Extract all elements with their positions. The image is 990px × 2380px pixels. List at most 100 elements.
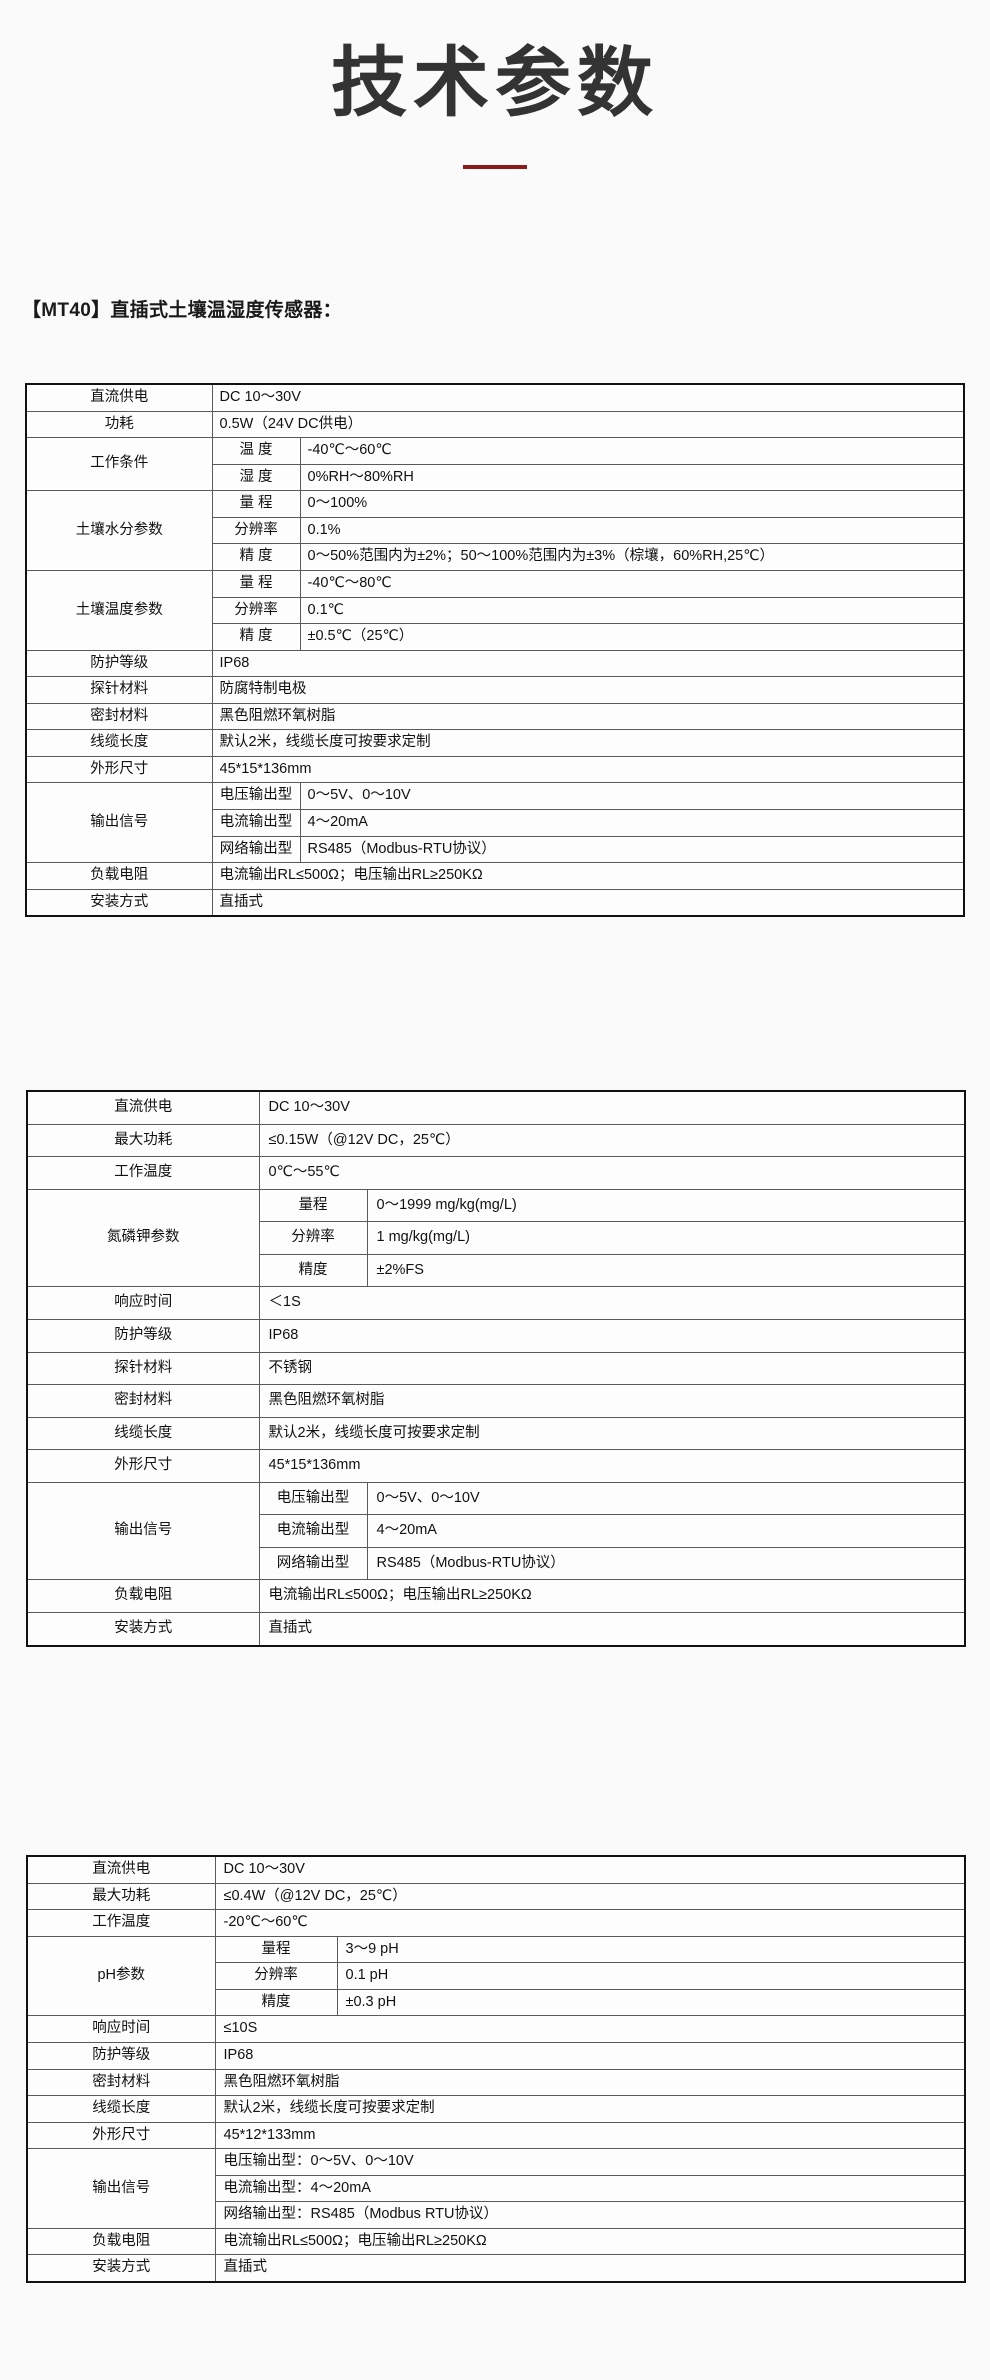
row-label: 探针材料 — [25, 676, 213, 704]
row-label: 线缆长度 — [25, 729, 213, 757]
row-sublabel: 分辨率 — [258, 1221, 368, 1255]
row-label: 响应时间 — [26, 1286, 260, 1320]
row-value: 0～50%范围内为±2%；50～100%范围内为±3%（棕壤，60%RH,25℃… — [299, 543, 965, 571]
spec-table-mt50-body: 直流供电 DC 10～30V 最大功耗 ≤0.15W（@12V DC，25℃） 工作温度… — [26, 1090, 966, 1647]
row-label: 外形尺寸 — [26, 1449, 260, 1483]
row-sublabel: 分辨率 — [211, 596, 301, 625]
row-label: 外形尺寸 — [25, 755, 213, 784]
table-row: 防护等级 IP68 — [26, 1318, 966, 1353]
row-value: ≤0.4W（@12V DC，25℃） — [214, 1882, 966, 1911]
row-label: 工作温度 — [26, 1156, 260, 1190]
row-value: 直插式 — [211, 888, 965, 917]
table-row: 直流供电 DC 10～30V — [26, 1855, 966, 1884]
row-value: ≤0.15W（@12V DC，25℃） — [258, 1123, 966, 1158]
row-value: DC 10～30V — [214, 1855, 966, 1884]
table-row: 输出信号 电压输出型：0～5V、0～10V — [26, 2148, 966, 2229]
table-row: 分辨率 0.1℃ — [26, 596, 965, 625]
row-value: IP68 — [258, 1318, 966, 1353]
table-row: 负载电阻 电流输出RL≤500Ω；电压输出RL≥250KΩ — [25, 862, 965, 890]
row-value: RS485（Modbus-RTU协议） — [366, 1546, 966, 1581]
row-value: 默认2米，线缆长度可按要求定制 — [258, 1416, 966, 1451]
row-value: DC 10～30V — [211, 383, 965, 412]
table-row: 分辨率 0.1% — [26, 516, 965, 545]
row-value: 网络输出型：RS485（Modbus RTU协议） — [214, 2201, 966, 2229]
row-value: RS485（Modbus-RTU协议） — [299, 835, 965, 864]
row-sublabel: 量 程 — [211, 490, 301, 518]
table-row: 密封材料 黑色阻燃环氧树脂 — [26, 1384, 966, 1418]
row-value: 45*12*133mm — [214, 2121, 966, 2150]
row-value: ±0.3 pH — [336, 1988, 966, 2017]
table-row: 工作温度 0℃～55℃ — [26, 1156, 966, 1190]
table-row: 土壤温度参数量 程 -40℃～80℃ — [25, 569, 965, 651]
table-row: 湿 度 0%RH～80%RH — [26, 463, 965, 492]
row-sublabel: 电压输出型 — [211, 782, 301, 810]
row-sublabel: 量 程 — [211, 569, 301, 598]
row-sublabel: 精 度 — [211, 623, 301, 651]
row-value: 0～5V、0～10V — [299, 782, 965, 810]
row-label: 直流供电 — [26, 1855, 216, 1884]
table-row: 精 度 0～50%范围内为±2%；50～100%范围内为±3%（棕壤，60%RH,… — [26, 543, 965, 571]
row-label: 负载电阻 — [25, 862, 213, 890]
row-value: 0～100% — [299, 490, 965, 518]
row-label: 工作温度 — [26, 1909, 216, 1937]
row-value: -40℃～60℃ — [299, 437, 965, 465]
row-value: 默认2米，线缆长度可按要求定制 — [211, 729, 965, 757]
section-heading-mt40: 【MT40】直插式土壤温湿度传感器： — [22, 300, 342, 321]
row-value: 黑色阻燃环氧树脂 — [214, 2068, 966, 2097]
row-label: pH参数 — [26, 1935, 216, 2017]
row-value: -20℃～60℃ — [214, 1909, 966, 1937]
row-sublabel: 分辨率 — [211, 516, 301, 545]
table-row: 电流输出型：4～20mA — [27, 2174, 966, 2203]
row-label: 输出信号 — [26, 2148, 216, 2229]
table-row: 直流供电 DC 10～30V — [25, 383, 965, 412]
row-label: 负载电阻 — [26, 2227, 216, 2256]
table-row: 探针材料 防腐特制电极 — [25, 676, 965, 704]
table-row: pH参数 量程 3～9 pH — [26, 1935, 966, 2017]
row-label: 功耗 — [25, 410, 213, 439]
row-label: 负载电阻 — [26, 1579, 260, 1613]
row-value: 不锈钢 — [258, 1351, 966, 1386]
row-label: 安装方式 — [26, 1611, 260, 1647]
row-sublabel: 电流输出型 — [211, 809, 301, 837]
page-header: 技术参数 — [0, 0, 990, 170]
row-value: 45*15*136mm — [211, 755, 965, 784]
row-label: 响应时间 — [26, 2015, 216, 2043]
table-row: 线缆长度 默认2米，线缆长度可按要求定制 — [26, 1416, 966, 1451]
spec-table-mt40: 直流供电 DC 10～30V 功耗 0.5W（24V DC供电） 工作条件温 度 -40℃… — [25, 383, 965, 918]
row-value: DC 10～30V — [258, 1090, 966, 1125]
table-row: 安装方式 直插式 — [25, 888, 965, 917]
row-label: 安装方式 — [25, 888, 213, 917]
row-value: 3～9 pH — [336, 1935, 966, 1964]
row-value: 0%RH～80%RH — [299, 463, 965, 492]
row-value: 0.1 pH — [336, 1962, 966, 1990]
page-title: 技术参数 — [331, 41, 659, 126]
row-value: 直插式 — [258, 1611, 966, 1647]
row-label: 土壤水分参数 — [25, 490, 213, 571]
spec-table-mt60-body: 直流供电 DC 10～30V 最大功耗 ≤0.4W（@12V DC，25℃） 工作温度 -… — [26, 1855, 966, 2283]
row-value: 直插式 — [214, 2254, 966, 2283]
table-row: 直流供电 DC 10～30V — [26, 1090, 966, 1125]
row-value: -40℃～80℃ — [299, 569, 965, 598]
row-label: 外形尺寸 — [26, 2121, 216, 2150]
row-label: 防护等级 — [26, 2041, 216, 2070]
title-divider — [463, 165, 527, 170]
row-sublabel: 分辨率 — [214, 1962, 338, 1990]
table-row: 工作温度 -20℃～60℃ — [26, 1909, 966, 1937]
row-label: 输出信号 — [26, 1481, 260, 1581]
row-sublabel: 网络输出型 — [258, 1546, 368, 1581]
row-value: ±2%FS — [366, 1253, 966, 1288]
row-value: 电流输出RL≤500Ω；电压输出RL≥250KΩ — [258, 1579, 966, 1613]
row-label: 直流供电 — [25, 383, 213, 412]
row-label: 线缆长度 — [26, 2095, 216, 2123]
row-label: 安装方式 — [26, 2254, 216, 2283]
table-row: 响应时间 ＜1S — [26, 1286, 966, 1320]
row-value: 0.1% — [299, 516, 965, 545]
row-label: 输出信号 — [25, 782, 213, 864]
row-label: 最大功耗 — [26, 1123, 260, 1158]
table-row: 安装方式 直插式 — [26, 1611, 966, 1647]
table-row: 氮磷钾参数 量程 0～1999 mg/kg(mg/L) — [26, 1188, 966, 1288]
row-label: 防护等级 — [26, 1318, 260, 1353]
row-value: 0.1℃ — [299, 596, 965, 625]
row-value: 4～20mA — [366, 1514, 966, 1548]
row-sublabel: 精度 — [214, 1988, 338, 2017]
